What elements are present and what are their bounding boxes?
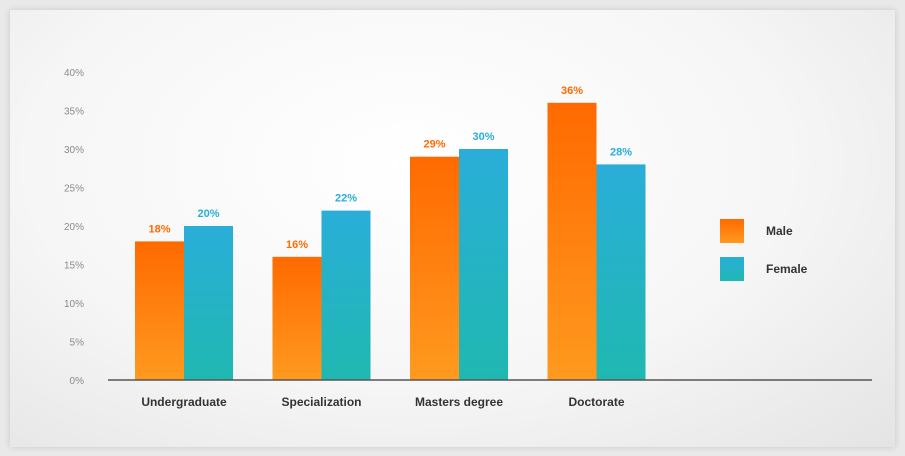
y-tick-label: 20% — [64, 222, 84, 233]
data-label: 18% — [148, 223, 170, 235]
female-bar — [321, 210, 371, 380]
data-label: 30% — [472, 131, 494, 143]
female-bar — [459, 149, 508, 380]
x-tick-label: Specialization — [281, 395, 361, 409]
y-tick-label: 30% — [64, 145, 84, 156]
legend-label: Female — [766, 262, 808, 276]
bars: 18% 20% 16% 22% 29% 30% 36% 28% — [135, 85, 646, 381]
y-axis-ticks: 0% 5% 10% 15% 20% 25% 30% 35% 40% — [64, 68, 84, 387]
male-bar — [135, 241, 184, 380]
data-label: 36% — [561, 85, 583, 97]
male-bar — [272, 256, 322, 380]
data-label: 20% — [197, 208, 219, 220]
y-tick-label: 15% — [64, 261, 84, 272]
x-axis-labels: Undergraduate Specialization Masters degre… — [141, 395, 625, 409]
female-legend-swatch — [720, 257, 744, 281]
legend-label: Male — [766, 224, 793, 238]
legend: Male Female — [720, 219, 808, 281]
male-bar — [410, 156, 459, 380]
y-tick-label: 35% — [64, 107, 84, 118]
y-tick-label: 5% — [70, 338, 85, 349]
y-tick-label: 10% — [64, 299, 84, 310]
data-label: 22% — [335, 193, 357, 205]
x-tick-label: Doctorate — [568, 395, 624, 409]
y-tick-label: 25% — [64, 184, 84, 195]
y-tick-label: 40% — [64, 68, 84, 79]
female-bar — [184, 226, 233, 380]
female-bar — [596, 164, 646, 380]
male-bar — [547, 102, 597, 381]
x-tick-label: Masters degree — [415, 395, 503, 409]
y-tick-label: 0% — [70, 376, 85, 387]
data-label: 28% — [610, 146, 632, 158]
x-tick-label: Undergraduate — [141, 395, 227, 409]
data-label: 29% — [423, 139, 445, 151]
data-label: 16% — [286, 239, 308, 251]
male-legend-swatch — [720, 219, 744, 243]
